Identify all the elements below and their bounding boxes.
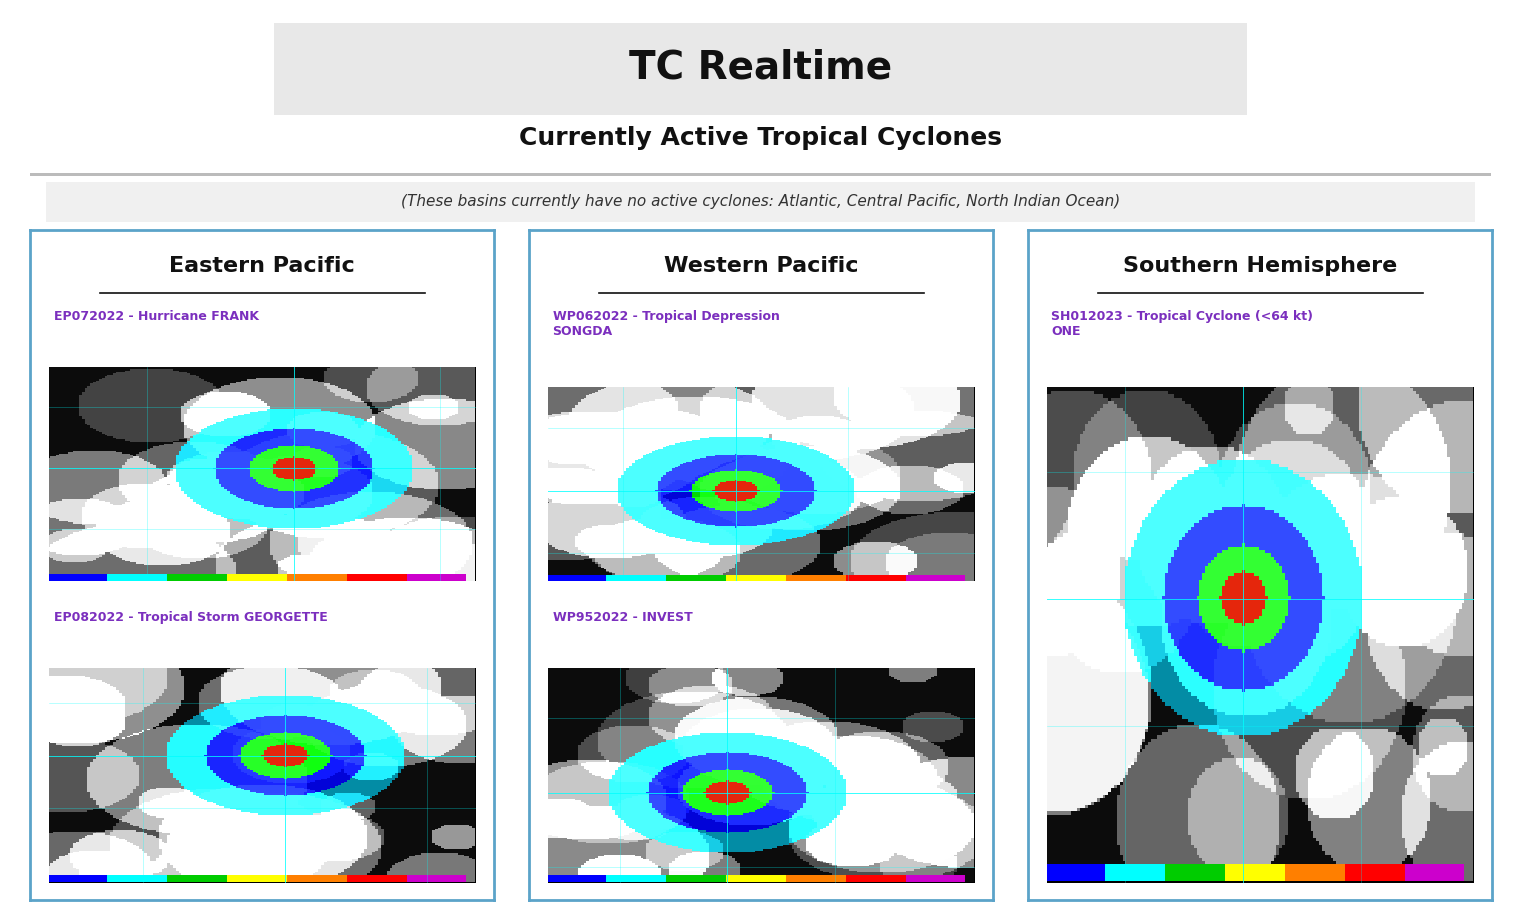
Text: WP062022 - Tropical Depression
SONGDA: WP062022 - Tropical Depression SONGDA [552,310,779,338]
FancyBboxPatch shape [234,19,1287,118]
Text: Southern Hemisphere: Southern Hemisphere [1122,256,1398,276]
Text: Currently Active Tropical Cyclones: Currently Active Tropical Cyclones [519,126,1002,150]
Text: SH012023 - Tropical Cyclone (<64 kt)
ONE: SH012023 - Tropical Cyclone (<64 kt) ONE [1051,310,1314,338]
Text: WP952022 - INVEST: WP952022 - INVEST [552,611,692,624]
FancyBboxPatch shape [3,181,1518,223]
Text: Western Pacific: Western Pacific [665,256,858,276]
Text: TC Realtime: TC Realtime [630,48,891,86]
Text: Eastern Pacific: Eastern Pacific [169,256,356,276]
Text: EP082022 - Tropical Storm GEORGETTE: EP082022 - Tropical Storm GEORGETTE [53,611,327,624]
Text: EP072022 - Hurricane FRANK: EP072022 - Hurricane FRANK [53,310,259,323]
Text: (These basins currently have no active cyclones: Atlantic, Central Pacific, Nort: (These basins currently have no active c… [402,195,1119,209]
